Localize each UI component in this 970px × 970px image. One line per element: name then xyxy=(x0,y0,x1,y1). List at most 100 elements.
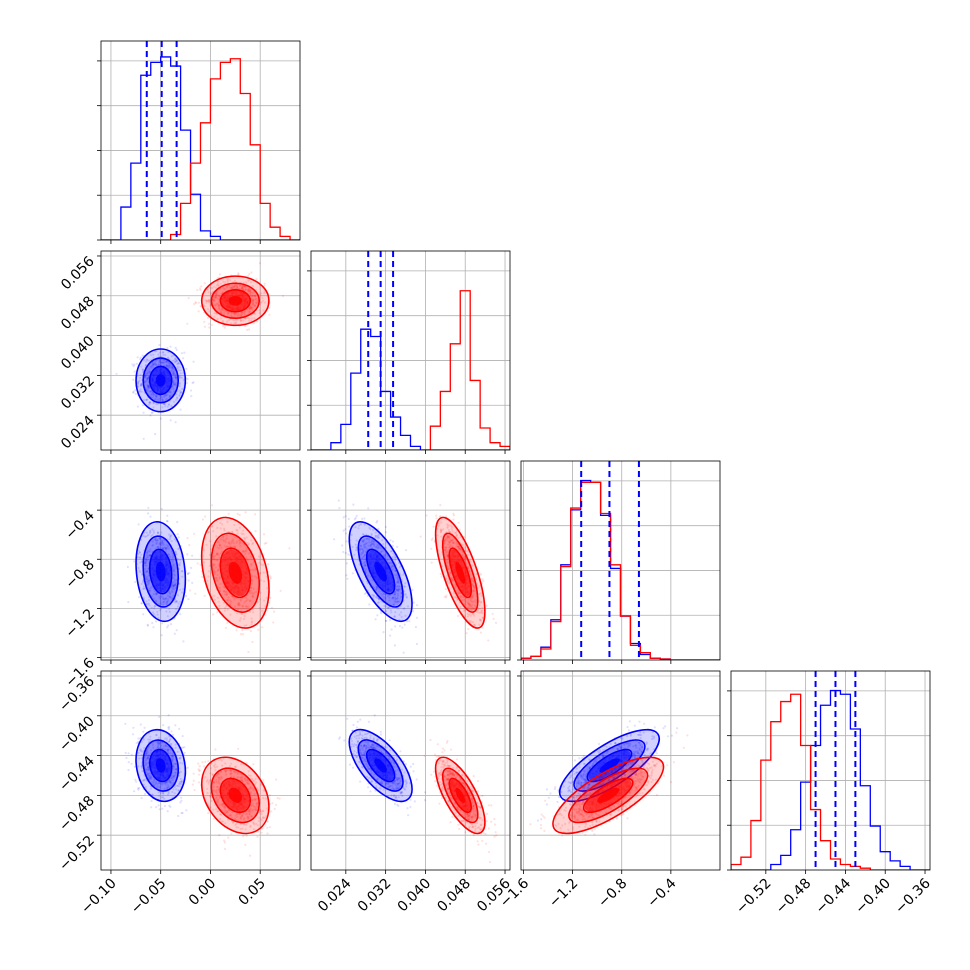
sample-point xyxy=(440,535,443,538)
sample-point xyxy=(395,576,398,579)
sample-point xyxy=(143,564,146,567)
sample-point xyxy=(208,564,211,567)
sample-point xyxy=(467,602,471,606)
sample-point xyxy=(172,381,175,384)
sample-point xyxy=(453,531,456,534)
sample-point xyxy=(178,385,181,388)
sample-point xyxy=(263,599,266,602)
sample-point xyxy=(139,571,142,574)
sample-point xyxy=(177,362,180,365)
sample-point xyxy=(403,585,406,588)
sample-point xyxy=(173,775,176,778)
sample-point xyxy=(236,529,239,532)
y-tick-label: −0.8 xyxy=(62,557,97,592)
sample-point xyxy=(202,549,206,552)
sample-point xyxy=(384,525,387,529)
sample-point xyxy=(147,556,150,559)
sample-point xyxy=(282,294,285,298)
sample-point xyxy=(169,623,173,626)
sample-point xyxy=(159,417,162,420)
sample-point xyxy=(177,814,180,818)
sample-point xyxy=(390,628,393,631)
sample-point xyxy=(153,605,156,608)
sample-point xyxy=(457,592,460,595)
sample-point xyxy=(214,296,217,299)
sample-point xyxy=(171,756,174,759)
sample-point xyxy=(189,589,192,592)
sample-point xyxy=(165,600,169,603)
sample-point xyxy=(258,293,261,296)
sample-point xyxy=(161,547,164,550)
sample-point xyxy=(145,398,148,402)
sample-point xyxy=(230,315,233,318)
sample-point xyxy=(216,297,219,300)
sample-point xyxy=(166,364,169,367)
sample-point xyxy=(351,572,354,575)
sample-point xyxy=(472,585,476,588)
sample-point xyxy=(363,560,367,564)
sample-point xyxy=(130,753,133,756)
sample-point xyxy=(358,524,361,527)
sample-point xyxy=(233,285,236,288)
sample-point xyxy=(145,768,148,771)
sample-point xyxy=(394,591,397,594)
sample-point xyxy=(219,589,222,593)
panel-content xyxy=(311,251,510,450)
sample-point xyxy=(165,739,169,742)
sample-point xyxy=(173,538,176,541)
sample-point xyxy=(250,539,253,542)
sample-point xyxy=(338,507,341,510)
sample-point xyxy=(260,563,263,566)
sample-point xyxy=(472,593,475,596)
sample-point xyxy=(145,763,148,766)
sample-point xyxy=(159,744,163,747)
sample-point xyxy=(146,580,149,583)
sample-point xyxy=(392,564,395,568)
contour-line xyxy=(148,365,173,396)
sample-point xyxy=(252,541,255,545)
sample-point xyxy=(225,593,228,596)
sample-point xyxy=(405,549,408,552)
sample-point xyxy=(244,549,247,553)
sample-point xyxy=(144,752,148,755)
sample-point xyxy=(187,297,190,300)
sample-point xyxy=(364,564,367,567)
panel-frame xyxy=(520,460,721,661)
sample-point xyxy=(140,740,143,743)
sample-point xyxy=(152,529,155,533)
sample-point xyxy=(207,575,210,578)
sample-point xyxy=(393,593,396,596)
sample-point xyxy=(238,602,241,605)
sample-point xyxy=(217,304,220,308)
sample-point xyxy=(179,756,182,759)
sample-point xyxy=(392,597,395,600)
sample-point xyxy=(171,782,174,785)
sample-point xyxy=(458,544,461,548)
sample-point xyxy=(370,539,373,542)
sample-point xyxy=(230,541,233,545)
sample-point xyxy=(369,545,372,548)
sample-point xyxy=(170,730,173,733)
sample-point xyxy=(165,610,168,613)
sample-point xyxy=(145,564,148,567)
sample-point xyxy=(222,538,225,541)
sample-point xyxy=(148,772,151,775)
sample-point xyxy=(266,587,269,590)
sample-point xyxy=(154,783,157,786)
sample-point xyxy=(364,564,367,567)
sample-point xyxy=(447,524,450,527)
sample-point xyxy=(163,782,166,785)
sample-point xyxy=(173,383,176,386)
sample-point xyxy=(344,515,347,518)
sample-point xyxy=(255,277,258,281)
sample-point xyxy=(177,602,180,605)
sample-point xyxy=(405,596,408,599)
sample-point xyxy=(167,553,170,556)
sample-point xyxy=(176,396,179,399)
sample-point xyxy=(146,389,149,393)
sample-point xyxy=(165,364,168,367)
sample-point xyxy=(141,354,144,357)
sample-point xyxy=(134,392,137,395)
sample-point xyxy=(166,594,169,597)
sample-point xyxy=(171,385,174,388)
